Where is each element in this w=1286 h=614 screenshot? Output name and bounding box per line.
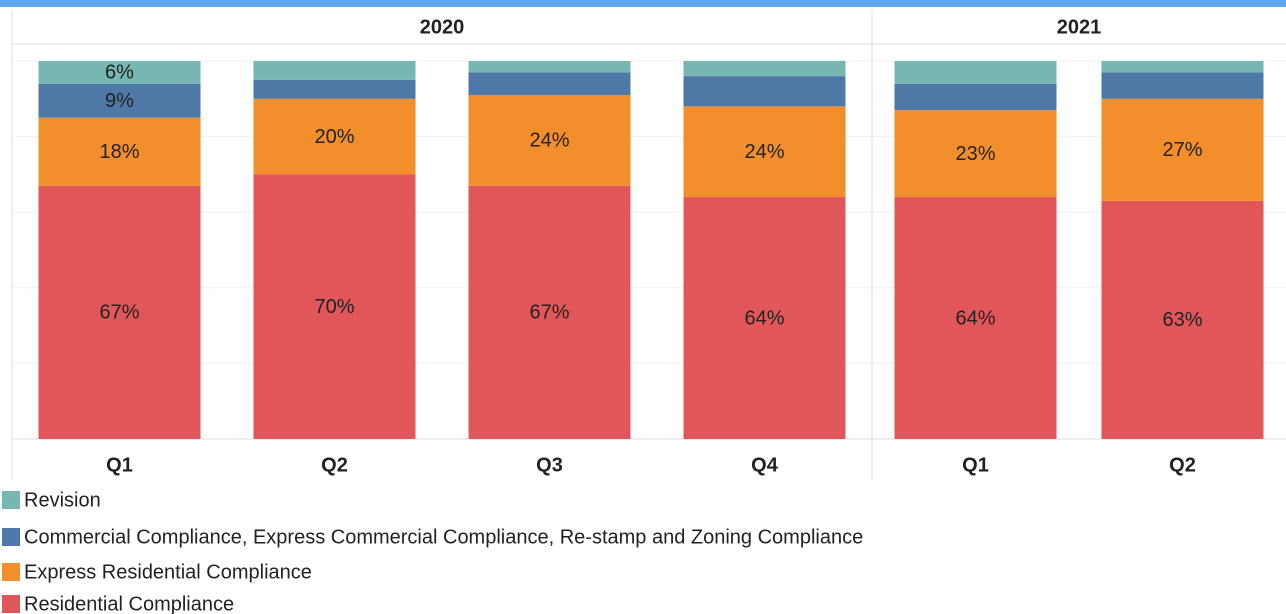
data-label: 23% [955, 143, 995, 165]
x-tick-label: Q3 [536, 454, 563, 476]
bar-segment [38, 117, 201, 186]
bar-segment [468, 61, 631, 73]
x-tick-label: Q1 [106, 454, 133, 476]
bar-segment [1101, 72, 1264, 99]
bar-segment [1101, 98, 1264, 201]
data-label: 6% [105, 62, 134, 84]
x-tick-label: Q1 [962, 454, 989, 476]
legend-label: Express Residential Compliance [24, 561, 312, 583]
bar-segment [683, 197, 846, 439]
data-label: 9% [105, 90, 134, 112]
bar-segment [38, 61, 201, 84]
group-label: 2020 [420, 16, 465, 38]
data-label: 24% [744, 141, 784, 163]
bar-segment [894, 110, 1057, 198]
bar-segment [1101, 61, 1264, 73]
bar-segment [894, 197, 1057, 439]
data-label: 70% [314, 296, 354, 318]
data-label: 24% [529, 130, 569, 152]
group-label: 2021 [1057, 16, 1102, 38]
data-label: 20% [314, 126, 354, 148]
bar-segment [253, 61, 416, 80]
legend-swatch [2, 528, 20, 546]
data-label: 67% [529, 302, 569, 324]
bar-segment [253, 174, 416, 439]
legend-label: Commercial Compliance, Express Commercia… [24, 526, 863, 548]
bar-segment [894, 83, 1057, 111]
data-label: 27% [1162, 139, 1202, 161]
data-label: 63% [1162, 309, 1202, 331]
bar-segment [468, 72, 631, 96]
data-label: 64% [744, 307, 784, 329]
x-tick-label: Q2 [1169, 454, 1196, 476]
bar-segment [38, 185, 201, 439]
bar-segment [683, 76, 846, 107]
bar-segment [468, 185, 631, 439]
bar-segment [683, 106, 846, 198]
bar-segment [253, 79, 416, 99]
legend-label: Revision [24, 489, 101, 511]
bar-segment [683, 61, 846, 77]
bar-segment [1101, 200, 1264, 439]
bar-segment [38, 83, 201, 118]
bar-segment [894, 61, 1057, 84]
legend-swatch [2, 491, 20, 509]
legend-label: Residential Compliance [24, 593, 234, 614]
legend-swatch [2, 595, 20, 613]
data-label: 18% [99, 141, 139, 163]
bar-segment [468, 95, 631, 186]
legend-swatch [2, 563, 20, 581]
data-label: 64% [955, 307, 995, 329]
top-band [0, 0, 1286, 7]
x-tick-label: Q2 [321, 454, 348, 476]
data-label: 67% [99, 302, 139, 324]
bar-segment [253, 98, 416, 175]
x-tick-label: Q4 [751, 454, 779, 476]
